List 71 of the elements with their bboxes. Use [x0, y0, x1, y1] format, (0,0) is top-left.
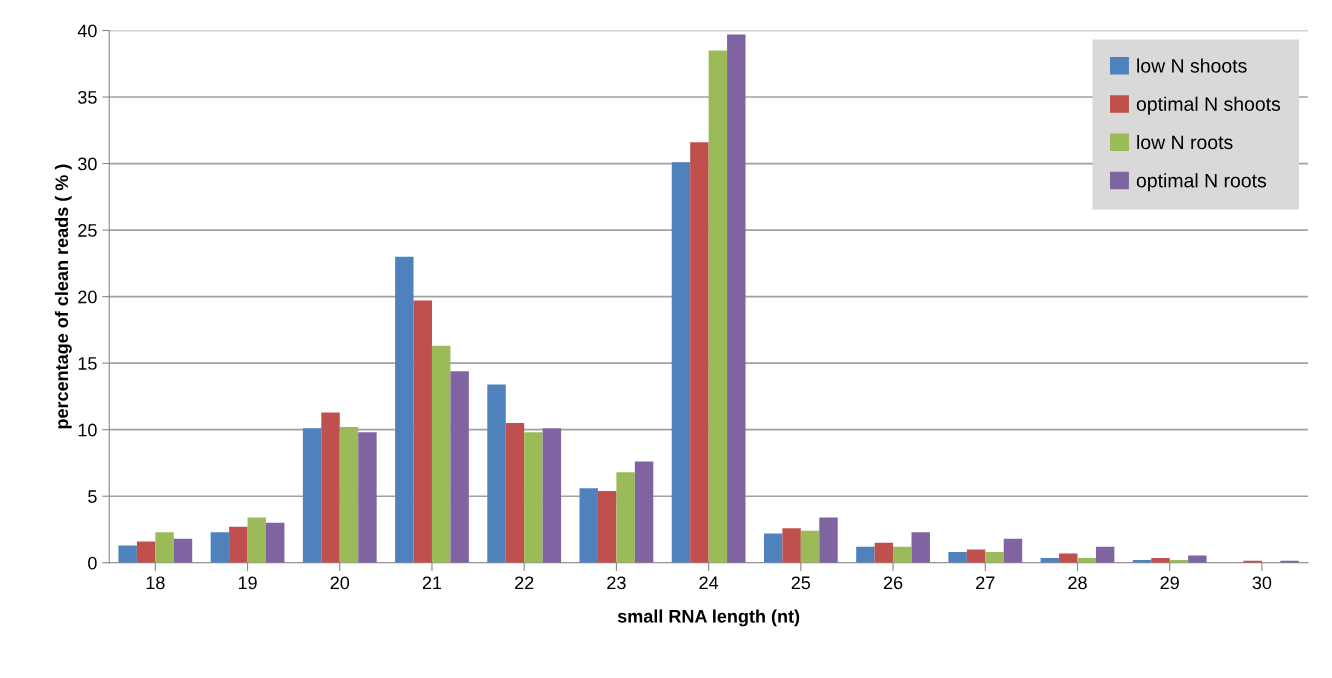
bar [395, 256, 414, 563]
x-tick-label: 24 [699, 576, 719, 590]
y-tick-label: 30 [78, 157, 97, 171]
bar [856, 546, 875, 563]
bar [911, 532, 930, 563]
bar [413, 300, 432, 563]
legend-label: low N roots [1137, 134, 1233, 150]
x-tick-label: 18 [146, 576, 165, 590]
x-tick-label: 30 [1252, 576, 1272, 590]
bar [874, 542, 894, 563]
bar [1059, 553, 1078, 563]
bar [671, 162, 691, 563]
y-tick-label: 15 [78, 357, 97, 370]
x-tick-label: 26 [883, 576, 903, 590]
bar [339, 427, 359, 563]
x-tick-label: 25 [791, 576, 811, 590]
x-tick-label: 29 [1160, 576, 1179, 590]
legend-label: optimal N shoots [1136, 96, 1281, 115]
bar [505, 423, 525, 563]
bar [1095, 546, 1115, 563]
x-tick-label: 27 [976, 576, 995, 590]
bar [763, 533, 783, 563]
bar [431, 345, 451, 563]
x-tick-label: 19 [238, 576, 257, 590]
bar [265, 522, 285, 563]
bar [782, 528, 801, 563]
x-axis-title: small RNA length (nt) [617, 609, 800, 627]
y-tick-label: 0 [88, 556, 97, 570]
bar [247, 517, 266, 563]
bar [579, 488, 598, 563]
bar [542, 428, 562, 563]
bar [966, 549, 986, 563]
bar [136, 541, 156, 563]
bar [727, 34, 746, 563]
y-tick-label: 5 [88, 490, 97, 503]
y-tick-label: 40 [77, 24, 97, 38]
bar [985, 552, 1004, 563]
bar [173, 538, 193, 563]
legend-label: optimal N roots [1136, 173, 1267, 192]
x-tick-label: 23 [607, 576, 626, 590]
y-tick-label: 20 [78, 290, 97, 304]
y-tick-label: 35 [78, 90, 97, 104]
x-tick-label: 20 [330, 576, 350, 590]
bar [800, 530, 820, 563]
x-tick-label: 28 [1068, 576, 1087, 590]
x-tick-label: 21 [422, 576, 442, 590]
bar [597, 490, 617, 563]
bar [893, 546, 912, 563]
x-tick-label: 22 [515, 576, 534, 590]
bar [616, 472, 635, 563]
bar [948, 552, 967, 563]
bar [487, 384, 506, 563]
bar [210, 532, 230, 563]
y-tick-label: 25 [78, 224, 97, 237]
bar [302, 428, 322, 563]
bar [321, 412, 340, 563]
legend-label: low N shoots [1137, 58, 1247, 73]
bar [450, 371, 469, 563]
bar [358, 432, 377, 563]
bar [634, 461, 654, 563]
bar [690, 142, 709, 563]
bar [524, 432, 543, 563]
bar [1003, 538, 1023, 563]
bar [708, 50, 728, 563]
bar [155, 532, 174, 563]
y-axis-title: percentage of clean reads ( % ) [54, 164, 72, 429]
bar [118, 545, 137, 563]
bar [229, 526, 248, 563]
bar [1188, 555, 1207, 563]
bar [819, 517, 838, 563]
y-tick-label: 10 [78, 423, 97, 437]
